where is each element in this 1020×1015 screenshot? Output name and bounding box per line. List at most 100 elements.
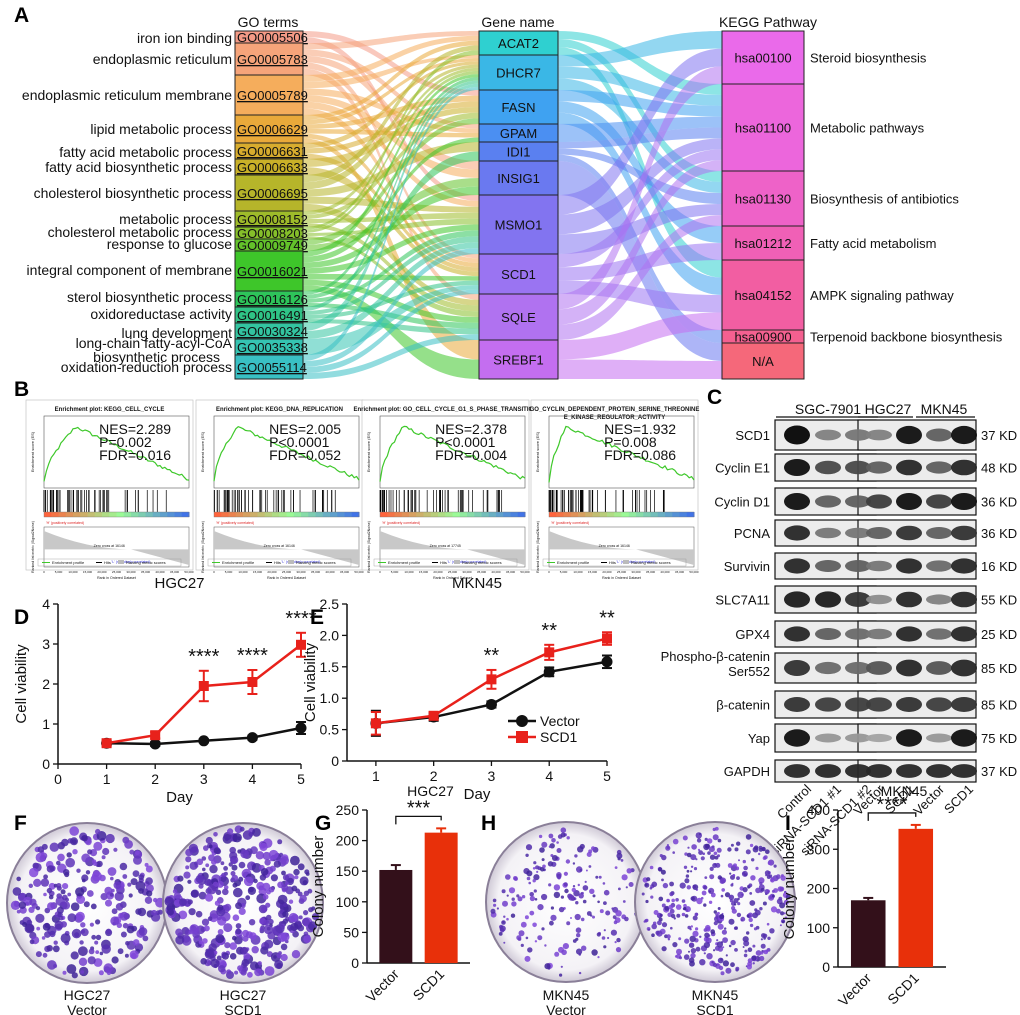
colony <box>708 900 713 904</box>
colony <box>650 895 654 899</box>
colony <box>556 848 562 853</box>
rank-color-bar <box>322 512 331 517</box>
blot-band <box>926 494 952 509</box>
colony <box>718 965 724 971</box>
dish-label-right: HGC27 SCD1 <box>220 987 267 1015</box>
colony <box>144 896 153 904</box>
colony <box>70 951 79 960</box>
data-point <box>198 681 209 691</box>
gene-name: SQLE <box>501 310 536 325</box>
colony <box>759 881 763 886</box>
colony <box>281 870 286 876</box>
rank-color-bar <box>102 512 110 517</box>
colony <box>130 878 138 886</box>
rank-color-bar <box>330 512 338 517</box>
gene-box <box>478 30 559 56</box>
blot-band <box>845 560 871 572</box>
gsea-hits <box>379 490 503 512</box>
colony <box>48 882 56 890</box>
colony <box>241 946 249 955</box>
colony <box>238 861 246 869</box>
colony <box>744 873 748 877</box>
colony <box>83 901 90 908</box>
rank-tick: 35,000 <box>311 570 321 574</box>
bar <box>379 869 413 963</box>
colony <box>556 841 559 844</box>
go-term-id: GO0008152 <box>237 212 308 227</box>
colony <box>268 918 274 925</box>
protein-label: GPX4 <box>735 627 770 642</box>
data-point <box>198 735 210 747</box>
colony <box>35 852 46 863</box>
blot-band <box>815 697 841 712</box>
colony <box>95 919 101 925</box>
go-term-name: lung development <box>121 325 232 341</box>
kegg-id: N/A <box>752 354 774 369</box>
zero-cross-label: Zero cross at 17745 <box>430 544 461 548</box>
colony <box>711 961 714 964</box>
colony <box>251 863 262 873</box>
colony <box>153 897 158 903</box>
go-term-id: GO0016126 <box>237 292 308 307</box>
colony <box>196 858 204 866</box>
colony <box>235 902 242 910</box>
protein-label: β-catenin <box>716 698 770 713</box>
colony <box>734 926 738 930</box>
colony <box>743 865 748 871</box>
legend-marker <box>516 715 528 727</box>
colony <box>611 907 614 910</box>
colony <box>144 862 149 867</box>
colony <box>224 942 231 949</box>
colony <box>81 878 86 883</box>
go-gene-link <box>303 83 479 332</box>
blot-row: Phospho-β-catenin Ser552 85 KD <box>661 649 1017 684</box>
colony <box>223 923 233 933</box>
colony <box>612 915 617 919</box>
colony <box>101 855 106 860</box>
colony <box>692 930 699 937</box>
colony <box>232 935 237 941</box>
metric-axis-label: Ranked list metric (Signal2Noise) <box>31 521 35 573</box>
protein-kd: 25 KD <box>981 627 1017 642</box>
rank-tick: 40,000 <box>491 570 501 574</box>
colony <box>230 857 237 864</box>
colony <box>96 860 103 868</box>
colony <box>198 940 203 945</box>
colony <box>217 904 224 911</box>
colony <box>534 940 538 943</box>
colony <box>80 928 89 937</box>
colony <box>695 832 702 839</box>
blot-row: GPX4 25 KD <box>735 620 1017 648</box>
bar <box>850 900 886 967</box>
colony <box>582 885 589 891</box>
blot-band <box>784 493 810 510</box>
go-gene-link <box>303 242 479 339</box>
colony <box>65 857 75 868</box>
colony <box>734 948 738 952</box>
rank-tick: 45,000 <box>170 570 180 574</box>
colony <box>689 935 696 942</box>
colony <box>200 958 207 965</box>
colony <box>675 904 682 910</box>
colony <box>91 934 97 940</box>
colony <box>183 871 191 879</box>
colony <box>695 858 698 861</box>
protein-kd: 36 KD <box>981 495 1017 510</box>
colony <box>720 971 725 976</box>
colony <box>659 854 663 858</box>
colony <box>90 903 97 910</box>
colony <box>105 899 112 907</box>
rank-tick: 40,000 <box>155 570 165 574</box>
colony <box>138 874 145 880</box>
colony <box>704 837 708 842</box>
rank-tick: 10,000 <box>68 570 78 574</box>
colony <box>610 929 618 936</box>
colony <box>532 879 536 883</box>
colony <box>214 900 221 906</box>
go-term-box <box>234 114 304 144</box>
panel-label-g: G <box>315 812 331 835</box>
gene-name: MSMO1 <box>495 218 543 233</box>
y-tick-label: 150 <box>336 863 360 879</box>
colony <box>87 849 93 855</box>
go-gene-link <box>303 31 479 50</box>
